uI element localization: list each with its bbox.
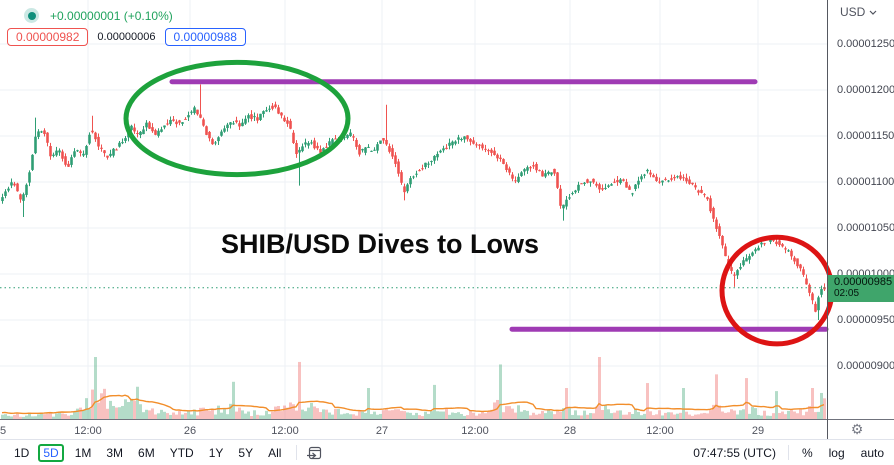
time-axis-label: 12:00 <box>74 425 102 437</box>
chart-title-annotation: SHIB/USD Dives to Lows <box>221 229 540 259</box>
currency-label: USD <box>840 5 866 19</box>
settings-gear-icon[interactable]: ⚙ <box>850 421 864 437</box>
time-axis-label: 27 <box>375 425 389 437</box>
log-scale-button[interactable]: log <box>828 445 845 460</box>
bar-countdown: 02:05 <box>834 287 860 299</box>
range-button-6m[interactable]: 6M <box>138 445 155 460</box>
time-axis-label: 12:00 <box>271 425 299 437</box>
green-ellipse-annotation[interactable] <box>123 59 351 178</box>
price-axis[interactable]: USD 0.00001250 0.00001200 0.00001150 0.0000… <box>828 0 894 439</box>
range-button-3m[interactable]: 3M <box>106 445 124 460</box>
price-axis-label: 0.00000900 <box>837 360 894 372</box>
range-button-1d[interactable]: 1D <box>14 445 30 460</box>
time-axis-label: 12:00 <box>461 425 489 437</box>
percent-scale-button[interactable]: % <box>801 445 813 460</box>
time-axis-label: 29 <box>751 425 765 437</box>
time-axis-label: 26 <box>183 425 197 437</box>
time-axis[interactable]: 5 12:00 26 12:00 27 12:00 28 12:00 29 <box>0 419 894 439</box>
range-button-ytd[interactable]: YTD <box>169 445 194 460</box>
price-axis-line <box>827 0 828 439</box>
time-axis-label: 28 <box>563 425 577 437</box>
price-axis-label: 0.00001150 <box>837 130 894 142</box>
range-button-5y[interactable]: 5Y <box>238 445 254 460</box>
range-button-1m[interactable]: 1M <box>74 445 92 460</box>
volume-bars <box>1 357 826 419</box>
gridlines <box>0 0 827 419</box>
price-change-text: +0.00000001 (+0.10%) <box>50 8 173 23</box>
auto-scale-button[interactable]: auto <box>860 445 884 460</box>
spread-value: 0.00000006 <box>97 31 156 43</box>
chevron-down-icon <box>869 10 877 15</box>
clock-utc[interactable]: 07:47:55 (UTC) <box>693 445 776 460</box>
go-to-date-icon[interactable] <box>306 445 323 461</box>
range-button-all[interactable]: All <box>268 445 282 460</box>
chart-pane[interactable] <box>0 0 836 419</box>
time-axis-label: 12:00 <box>646 425 674 437</box>
last-price-label[interactable]: 0.00000985 02:05 <box>828 274 894 302</box>
volume-ma-line <box>1 394 825 415</box>
toolbar-right: 07:47:55 (UTC) % log auto <box>693 445 894 460</box>
price-axis-label: 0.00001100 <box>837 176 894 188</box>
last-price-value: 0.00000985 <box>834 275 893 288</box>
toolbar-divider <box>787 445 789 460</box>
currency-selector[interactable]: USD <box>840 5 877 19</box>
bid-price-box[interactable]: 0.00000982 <box>7 28 89 46</box>
instrument-dot-icon <box>24 8 39 23</box>
price-axis-label: 0.00001050 <box>837 222 894 234</box>
range-selector: 1D 5D 1M 3M 6M YTD 1Y 5Y All <box>0 443 323 462</box>
toolbar-divider <box>296 445 298 460</box>
legend-quote-row: 0.00000982 0.00000006 0.00000988 <box>7 28 246 46</box>
ask-price-box[interactable]: 0.00000988 <box>164 28 246 46</box>
bottom-toolbar: 1D 5D 1M 3M 6M YTD 1Y 5Y All 07:47:55 (U… <box>0 439 894 465</box>
range-button-1y[interactable]: 1Y <box>208 445 224 460</box>
price-axis-label: 0.00001200 <box>837 84 894 96</box>
legend-change-row: +0.00000001 (+0.10%) <box>24 8 173 23</box>
price-axis-label: 0.00001250 <box>837 38 894 50</box>
price-axis-label: 0.00000950 <box>837 314 894 326</box>
candlestick-chart[interactable] <box>0 0 836 419</box>
time-axis-label: 5 <box>0 425 7 437</box>
range-button-5d[interactable]: 5D <box>38 443 64 462</box>
